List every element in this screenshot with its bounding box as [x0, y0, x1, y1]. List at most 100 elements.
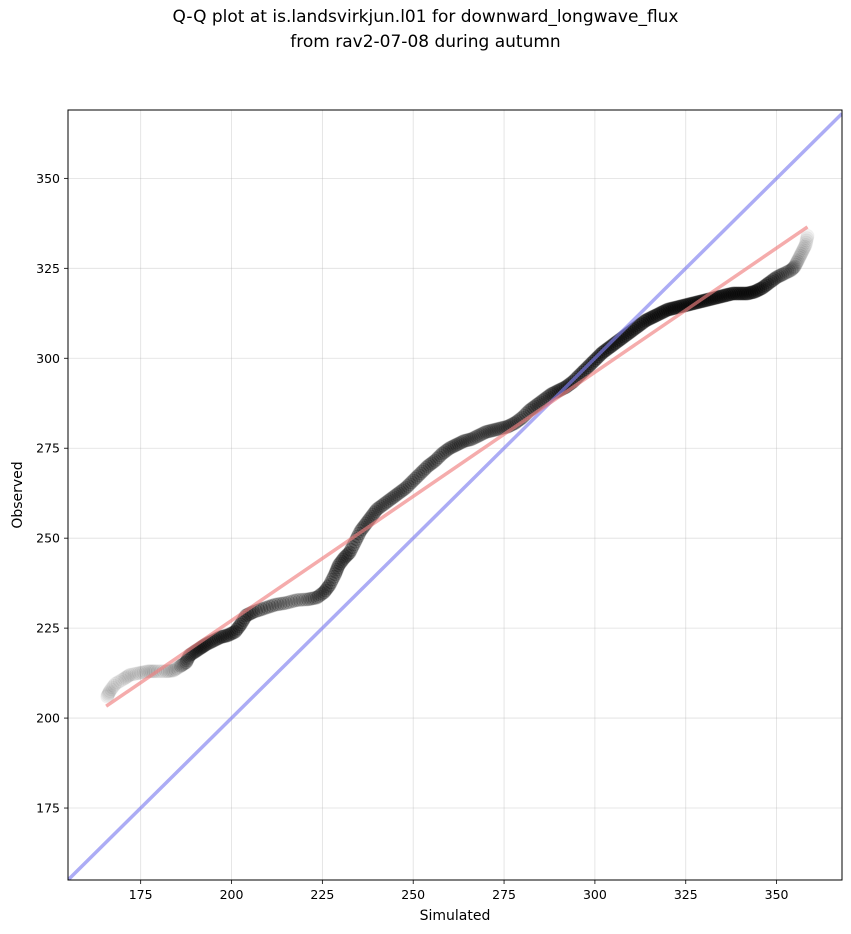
qq-point — [175, 658, 190, 673]
qq-point — [166, 663, 181, 678]
qq-point — [102, 687, 116, 701]
qq-point — [799, 238, 813, 252]
x-tick-label: 275 — [492, 887, 516, 902]
qq-point — [313, 587, 328, 602]
qq-point — [226, 625, 241, 640]
qq-point — [103, 684, 117, 698]
qq-point — [215, 629, 230, 644]
qq-point — [345, 540, 360, 555]
qq-point — [762, 275, 777, 290]
qq-point — [384, 491, 399, 506]
qq-point — [715, 289, 730, 304]
qq-point — [647, 308, 662, 323]
qq-point — [624, 324, 639, 339]
qq-point — [467, 430, 482, 445]
qq-point — [794, 246, 809, 261]
qq-point — [131, 666, 146, 681]
qq-point — [786, 260, 801, 275]
qq-point — [455, 434, 470, 449]
qq-point — [382, 492, 397, 507]
qq-point — [120, 670, 134, 684]
qq-point — [660, 302, 675, 317]
qq-point — [800, 233, 814, 247]
qq-point — [319, 581, 334, 596]
qq-point — [341, 546, 356, 561]
qq-point — [729, 286, 744, 301]
qq-point — [424, 456, 439, 471]
qq-point — [380, 494, 395, 509]
x-axis-label: Simulated — [420, 908, 491, 924]
qq-point — [377, 496, 392, 511]
qq-point — [119, 671, 133, 685]
qq-point — [378, 495, 393, 510]
qq-point — [404, 475, 419, 490]
qq-point — [662, 302, 677, 317]
qq-point — [326, 569, 341, 584]
qq-point — [745, 285, 760, 300]
qq-point — [738, 286, 753, 301]
qq-point — [727, 286, 742, 301]
qq-point — [305, 591, 320, 606]
qq-point — [281, 595, 296, 610]
qq-point — [398, 480, 413, 495]
qq-point — [234, 615, 249, 630]
qq-point — [279, 595, 294, 610]
qq-point — [420, 459, 435, 474]
qq-point — [322, 577, 337, 592]
qq-point — [778, 265, 793, 280]
qq-point — [408, 471, 423, 486]
qq-point — [164, 663, 179, 678]
qq-point — [471, 428, 486, 443]
qq-point — [758, 278, 773, 293]
qq-point — [711, 290, 726, 305]
qq-point — [769, 270, 784, 285]
qq-point — [800, 231, 814, 245]
qq-point — [784, 263, 799, 278]
qq-point — [367, 505, 382, 520]
qq-point — [669, 300, 684, 315]
qq-point — [440, 442, 455, 457]
qq-point — [478, 425, 493, 440]
qq-point — [127, 667, 141, 681]
qq-point — [229, 622, 244, 637]
chart-title: Q-Q plot at is.landsvirkjun.l01 for down… — [172, 7, 679, 27]
qq-point — [635, 316, 650, 331]
qq-point — [168, 662, 183, 677]
qq-point — [391, 486, 406, 501]
qq-point — [788, 257, 803, 272]
qq-point — [330, 560, 345, 575]
qq-point — [724, 286, 739, 301]
qq-point — [125, 667, 139, 681]
qq-point — [343, 542, 358, 557]
qq-point — [749, 283, 764, 298]
qq-point — [171, 660, 186, 675]
qq-point — [254, 602, 269, 617]
qq-point — [365, 507, 380, 522]
qq-point — [108, 677, 122, 691]
qq-point — [417, 462, 432, 477]
qq-point — [331, 558, 346, 573]
qq-point — [782, 264, 797, 279]
qq-point — [473, 427, 488, 442]
qq-point — [785, 262, 800, 277]
qq-point — [257, 601, 272, 616]
qq-point — [451, 436, 466, 451]
qq-point — [791, 252, 806, 267]
qq-point — [656, 304, 671, 319]
qq-point — [733, 286, 748, 301]
qq-point — [375, 498, 390, 513]
qq-point — [371, 501, 386, 516]
qq-point — [638, 313, 653, 328]
qq-point — [413, 466, 428, 481]
qq-point — [107, 679, 121, 693]
qq-point — [764, 274, 779, 289]
y-axis-label: Observed — [10, 461, 26, 528]
qq-point — [328, 564, 343, 579]
qq-point — [323, 575, 338, 590]
qq-point — [335, 552, 350, 567]
qq-point — [464, 432, 479, 447]
y-tick-label: 175 — [36, 801, 60, 816]
fit-line — [105, 225, 809, 708]
qq-point — [646, 309, 661, 324]
qq-point — [462, 432, 477, 447]
